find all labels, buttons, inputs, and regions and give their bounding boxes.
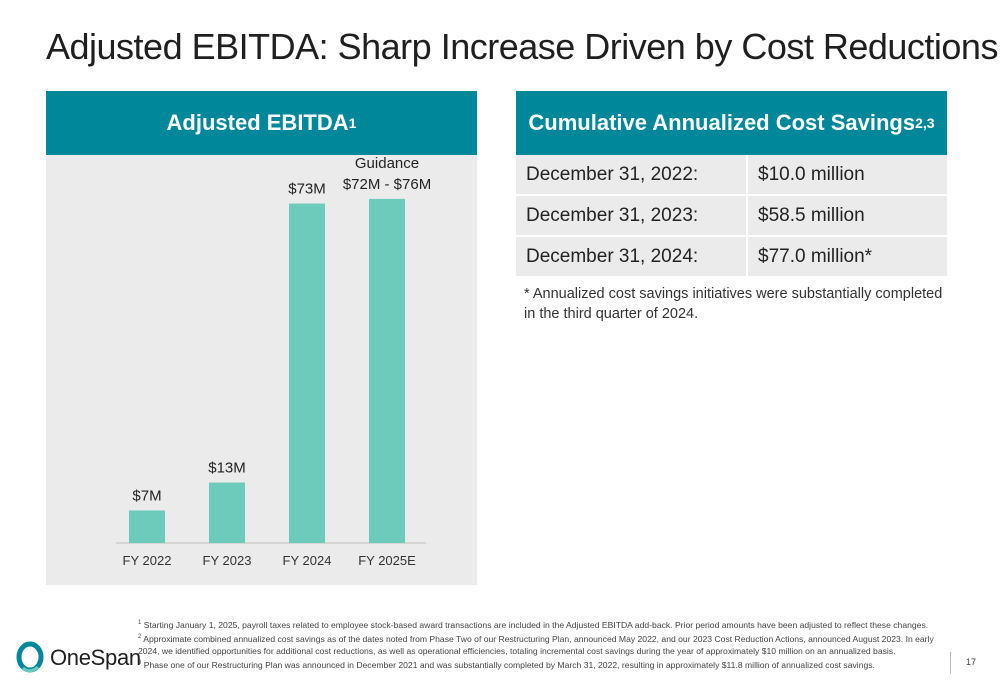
data-label: $7M bbox=[132, 487, 161, 504]
savings-panel-header: Cumulative Annualized Cost Savings 2,3 bbox=[516, 91, 947, 155]
footnote-text: Approximate combined annualized cost sav… bbox=[138, 633, 934, 656]
footnote-1: 1 Starting January 1, 2025, payroll taxe… bbox=[138, 617, 953, 631]
slide-title: Adjusted EBITDA: Sharp Increase Driven b… bbox=[46, 26, 998, 67]
ebitda-panel-title: Adjusted EBITDA bbox=[166, 110, 349, 135]
onespan-logo-icon bbox=[16, 641, 44, 673]
footnote-2: 2 Approximate combined annualized cost s… bbox=[138, 631, 953, 657]
bar-fy-2025e bbox=[369, 198, 405, 543]
logo-text: OneSpan bbox=[50, 645, 141, 670]
onespan-logo: OneSpan bbox=[14, 640, 141, 676]
savings-amount: $77.0 million* bbox=[747, 236, 947, 278]
table-row: December 31, 2024: $77.0 million* bbox=[516, 236, 947, 278]
page-number: 17 bbox=[966, 657, 977, 667]
footnotes: 1 Starting January 1, 2025, payroll taxe… bbox=[138, 617, 953, 671]
x-tick-label: FY 2025E bbox=[358, 553, 416, 568]
savings-amount: $10.0 million bbox=[747, 155, 947, 196]
savings-panel-title: Cumulative Annualized Cost Savings bbox=[528, 110, 916, 135]
bar-fy-2022 bbox=[129, 510, 165, 543]
footnote-mark: 2 bbox=[138, 633, 142, 640]
data-label: $73M bbox=[288, 181, 326, 198]
savings-table: December 31, 2022: $10.0 million Decembe… bbox=[516, 155, 947, 278]
savings-date: December 31, 2023: bbox=[516, 195, 748, 237]
savings-date: December 31, 2022: bbox=[516, 155, 748, 196]
savings-date: December 31, 2024: bbox=[516, 236, 748, 278]
data-label: $72M - $76M bbox=[343, 176, 431, 193]
table-row: December 31, 2022: $10.0 million bbox=[516, 155, 947, 196]
x-tick-label: FY 2023 bbox=[203, 553, 252, 568]
footnote-text: Starting January 1, 2025, payroll taxes … bbox=[143, 619, 929, 630]
data-label: $13M bbox=[208, 460, 246, 477]
footnote-text: Phase one of our Restructuring Plan was … bbox=[143, 659, 875, 670]
footnote-3: 3 Phase one of our Restructuring Plan wa… bbox=[138, 657, 953, 671]
ebitda-panel-header: Adjusted EBITDA 1 bbox=[46, 91, 477, 155]
table-row: December 31, 2023: $58.5 million bbox=[516, 195, 947, 237]
savings-note: * Annualized cost savings initiatives we… bbox=[524, 286, 943, 322]
ebitda-title-footnote-mark: 1 bbox=[348, 115, 357, 131]
ebitda-bar-chart: FY 2022 $7M FY 2023 $13M FY 2024 $73M FY 2025E… bbox=[116, 155, 431, 568]
savings-title-footnote-mark: 2,3 bbox=[915, 115, 935, 131]
page-divider bbox=[950, 652, 951, 674]
savings-amount: $58.5 million bbox=[747, 195, 947, 237]
x-tick-label: FY 2024 bbox=[283, 553, 332, 568]
x-tick-label: FY 2022 bbox=[123, 553, 172, 568]
footnote-mark: 3 bbox=[138, 659, 142, 666]
bar-fy-2024 bbox=[289, 203, 325, 544]
bar-fy-2023 bbox=[209, 482, 245, 543]
footnote-mark: 1 bbox=[138, 620, 142, 626]
ebitda-chart-panel: FY 2022 $7M FY 2023 $13M FY 2024 $73M FY 2025E… bbox=[46, 155, 477, 585]
data-label: Guidance bbox=[355, 155, 419, 172]
